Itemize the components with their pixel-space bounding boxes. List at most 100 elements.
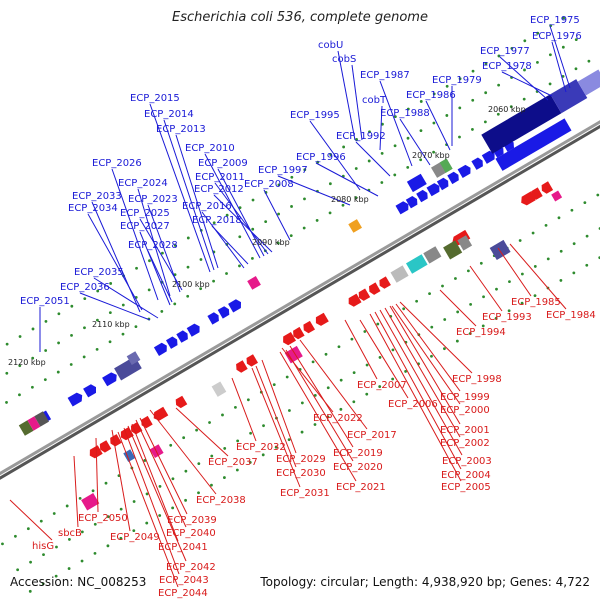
grid-dot (302, 226, 306, 230)
grid-dot (134, 325, 138, 328)
grid-dot (471, 69, 475, 73)
leader-line-blue (214, 182, 269, 255)
leader-line-blue (87, 213, 143, 311)
grid-dot (31, 327, 35, 331)
genome-summary: Topology: circular; Length: 4,938,920 bp… (260, 575, 590, 589)
grid-dot (249, 431, 252, 435)
grid-dot (339, 378, 343, 382)
grid-dot (208, 421, 211, 424)
grid-dot (14, 534, 17, 538)
leader-line-red (9, 499, 53, 541)
grid-dot (311, 360, 315, 364)
grid-dot (171, 477, 175, 481)
grid-dot (402, 307, 406, 311)
grid-dot (484, 91, 488, 95)
grid-dot (561, 45, 565, 49)
grid-dot (482, 295, 485, 299)
gene-block-reverse (457, 235, 473, 251)
gene-label-blue: ECP_2024 (118, 178, 168, 189)
grid-dot (158, 484, 162, 488)
accession-text: Accession: NC_008253 (10, 575, 147, 589)
grid-dot (522, 97, 526, 101)
gene-label-red: ECP_2040 (166, 528, 216, 539)
grid-dot (43, 378, 47, 382)
gene-label-red: ECP_2002 (440, 438, 490, 449)
gene-label-red: ECP_1999 (440, 392, 490, 403)
tick-label: 2100 kbp (172, 280, 210, 289)
leader-line-blue (213, 194, 273, 253)
backbone-line (0, 120, 600, 476)
gene-block-forward (126, 351, 141, 365)
gene-label-blue: ECP_2025 (120, 208, 170, 219)
grid-dot (199, 258, 203, 261)
grid-dot (186, 294, 190, 298)
grid-dot (572, 271, 576, 275)
gene-label-blue: cobS (332, 54, 356, 65)
grid-dot (197, 491, 200, 495)
gene-label-red: ECP_2017 (347, 430, 397, 441)
leader-line-red (497, 247, 532, 297)
grid-dot (55, 545, 58, 549)
grid-dot (406, 107, 410, 111)
grid-dot (210, 454, 214, 458)
leader-line-blue (263, 189, 291, 241)
gene-label-blue: ECP_2010 (185, 143, 235, 154)
gene-arrow-forward (166, 336, 178, 349)
gene-block-forward (27, 416, 41, 431)
gene-arrow-forward (186, 323, 200, 337)
page-title: Escherichia coli 536, complete genome (172, 10, 428, 25)
leader-line-red (279, 351, 357, 482)
grid-dot (523, 68, 526, 72)
grid-dot (574, 67, 578, 71)
grid-dot (277, 212, 280, 216)
gene-block-forward (247, 276, 261, 290)
gene-label-red: ECP_2044 (158, 588, 208, 599)
grid-dot (328, 182, 332, 186)
grid-dot (419, 158, 423, 162)
grid-dot (42, 553, 45, 556)
grid-dot (376, 322, 380, 326)
grid-dot (471, 128, 474, 131)
tick-label: 2060 kbp (488, 105, 526, 114)
leader-line-red (117, 431, 179, 588)
grid-dot (195, 428, 198, 432)
gene-label-red: ECP_2032 (236, 442, 286, 453)
grid-dot (95, 347, 99, 351)
grid-dot (562, 16, 566, 20)
grid-dot (69, 363, 73, 366)
grid-dot (300, 401, 304, 405)
grid-dot (225, 213, 229, 217)
grid-dot (121, 303, 125, 307)
grid-dot (406, 136, 410, 140)
leader-line-blue (91, 201, 141, 313)
grid-dot (277, 183, 281, 187)
leader-line-blue (337, 50, 356, 141)
grid-dot (368, 130, 371, 134)
grid-dot (341, 203, 345, 207)
gene-label-blue: ECP_1975 (530, 15, 580, 26)
grid-dot (572, 242, 576, 246)
grid-dot (274, 445, 278, 449)
gene-arrow-reverse (541, 181, 554, 194)
gene-arrow-reverse (153, 406, 169, 421)
gene-label-red: ECP_2031 (280, 488, 330, 499)
gene-block-forward (495, 118, 572, 171)
grid-dot (238, 264, 241, 268)
grid-dot (520, 272, 524, 276)
leader-line-blue (501, 71, 553, 97)
tick-label: 2090 kbp (252, 238, 290, 247)
grid-dot (363, 330, 367, 333)
grid-dot (288, 409, 291, 412)
gene-label-blue: ECP_1997 (258, 165, 308, 176)
leader-line-blue (399, 118, 431, 166)
leader-line-blue (139, 231, 171, 306)
grid-dot (80, 559, 84, 563)
grid-dot (365, 392, 369, 396)
leader-line-red (139, 417, 188, 515)
leader-line-red (439, 289, 477, 327)
grid-dot (393, 144, 397, 148)
grid-dot (18, 335, 22, 338)
gene-label-red: ECP_1985 (511, 297, 561, 308)
